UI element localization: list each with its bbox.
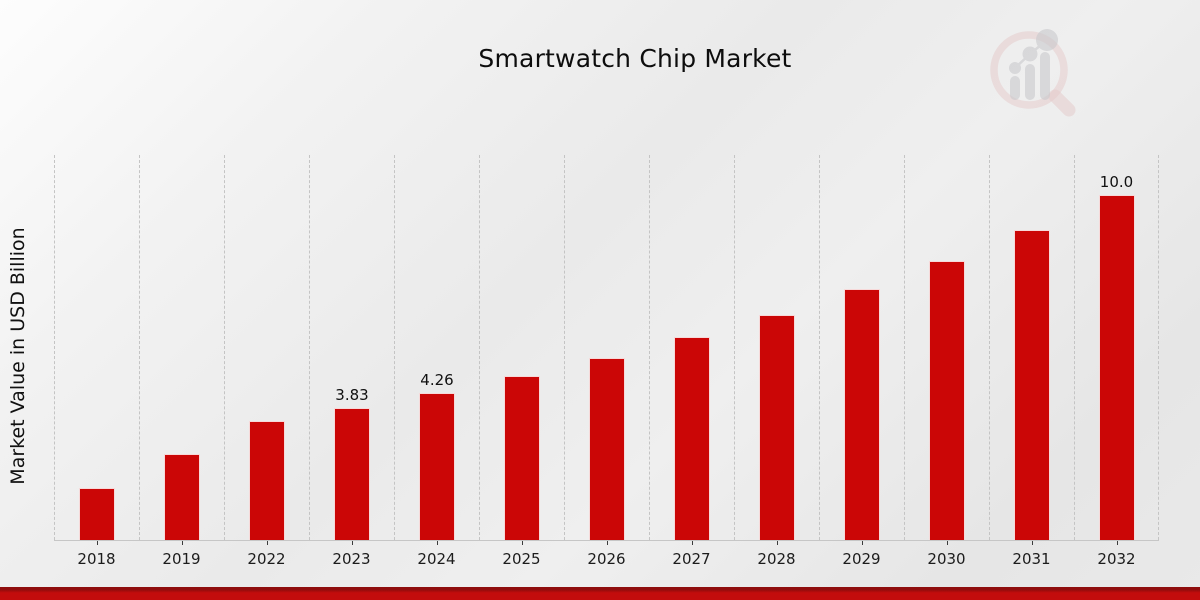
- bar-2026: [589, 358, 625, 540]
- x-tick-label-2028: 2028: [734, 541, 819, 568]
- x-tick-label-2019: 2019: [139, 541, 224, 568]
- x-tick-mark: [691, 541, 693, 545]
- x-tick-label-2023: 2023: [309, 541, 394, 568]
- x-tick-mark: [436, 541, 438, 545]
- category-slot-2030: [904, 155, 989, 540]
- x-tick-label-2022: 2022: [224, 541, 309, 568]
- x-tick-mark: [351, 541, 353, 545]
- bar-2031: [1014, 230, 1050, 540]
- x-tick-mark: [521, 541, 523, 545]
- bar-growth-icon: [1009, 29, 1058, 100]
- category-slot-2032: 10.0: [1074, 155, 1159, 540]
- x-tick-label-2026: 2026: [564, 541, 649, 568]
- bottom-red-band: [0, 587, 1200, 600]
- x-tick-mark: [861, 541, 863, 545]
- x-tick-mark: [181, 541, 183, 545]
- bar-2022: [249, 421, 285, 540]
- bar-2030: [929, 261, 965, 540]
- category-slot-2018: [54, 155, 139, 540]
- bar-value-label-2032: 10.0: [1099, 173, 1134, 191]
- category-slot-2026: [564, 155, 649, 540]
- plot-area: 3.83 4.26 10.0: [54, 155, 1159, 541]
- x-tick-mark: [1031, 541, 1033, 545]
- bar-value-label-2024: 4.26: [420, 371, 454, 389]
- category-slot-2029: [819, 155, 904, 540]
- bar-2025: [504, 376, 540, 540]
- bar-2032: [1098, 195, 1135, 540]
- bar-2029: [844, 289, 880, 540]
- bar-2023: [334, 408, 370, 540]
- x-tick-label-2032: 2032: [1074, 541, 1159, 568]
- bar-2028: [759, 315, 795, 540]
- bar-2027: [674, 337, 710, 540]
- category-slot-2019: [139, 155, 224, 540]
- x-tick-label-2030: 2030: [904, 541, 989, 568]
- bar-value-label-2023: 3.83: [335, 386, 369, 404]
- x-tick-label-2031: 2031: [989, 541, 1074, 568]
- category-slot-2027: [649, 155, 734, 540]
- category-slot-2028: [734, 155, 819, 540]
- chart-title: Smartwatch Chip Market: [478, 44, 792, 73]
- bar-2018: [79, 488, 115, 540]
- x-tick-label-2018: 2018: [54, 541, 139, 568]
- category-slot-2024: 4.26: [394, 155, 479, 540]
- category-slot-2022: [224, 155, 309, 540]
- market-research-future-logo: [990, 29, 1076, 117]
- x-tick-label-2024: 2024: [394, 541, 479, 568]
- x-tick-mark: [1116, 541, 1118, 545]
- category-slot-2023: 3.83: [309, 155, 394, 540]
- x-tick-label-2025: 2025: [479, 541, 564, 568]
- y-axis-label: Market Value in USD Billion: [7, 227, 29, 485]
- bar-2019: [164, 454, 200, 540]
- bar-2024: [419, 393, 455, 540]
- x-axis: 2018 2019 2022 2023 2024 2025 2026 2027 2028 2029…: [54, 541, 1159, 568]
- x-tick-label-2027: 2027: [649, 541, 734, 568]
- x-tick-label-2029: 2029: [819, 541, 904, 568]
- x-tick-mark: [946, 541, 948, 545]
- x-tick-mark: [266, 541, 268, 545]
- magnifier-icon: [990, 31, 1076, 117]
- category-slot-2031: [989, 155, 1074, 540]
- x-tick-mark: [776, 541, 778, 545]
- x-tick-mark: [96, 541, 98, 545]
- category-slot-2025: [479, 155, 564, 540]
- x-tick-mark: [606, 541, 608, 545]
